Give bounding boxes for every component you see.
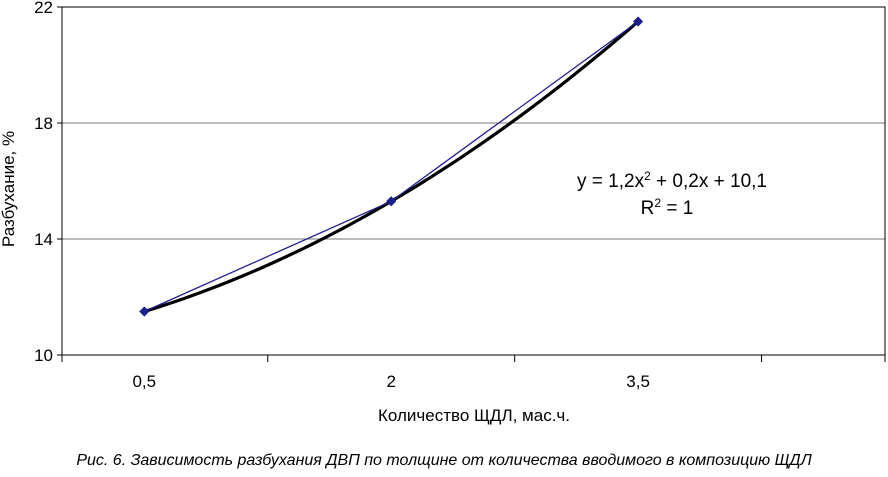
series-line bbox=[144, 20, 639, 313]
x-tick-label: 3,5 bbox=[626, 372, 650, 391]
trendline-equation: y = 1,2x2 + 0,2x + 10,1 bbox=[577, 169, 767, 192]
y-axis-title: Разбухание, % bbox=[0, 131, 18, 247]
y-tick-labels: 10 14 18 22 bbox=[34, 0, 53, 365]
data-point bbox=[633, 16, 644, 27]
r-squared-label: R2 = 1 bbox=[641, 196, 694, 219]
figure-caption: Рис. 6. Зависимость разбухания ДВП по то… bbox=[76, 452, 812, 469]
y-tick-label: 14 bbox=[34, 230, 53, 249]
plot-area-frame bbox=[61, 6, 886, 356]
trendline bbox=[143, 20, 640, 314]
x-tick-label: 0,5 bbox=[132, 372, 156, 391]
y-tick-label: 18 bbox=[34, 114, 53, 133]
y-tick-label: 10 bbox=[34, 346, 53, 365]
x-tick-label: 2 bbox=[386, 372, 395, 391]
data-point bbox=[386, 196, 397, 207]
x-tick-labels: 0,5 2 3,5 bbox=[132, 372, 649, 391]
y-tick-label: 22 bbox=[34, 0, 53, 17]
x-axis-title: Количество ЩДЛ, мас.ч. bbox=[378, 406, 570, 425]
trendline-curve bbox=[143, 20, 640, 314]
axes bbox=[57, 6, 886, 362]
data-point bbox=[139, 306, 150, 317]
data-series bbox=[139, 16, 644, 317]
chart: 10 14 18 22 0,5 2 3,5 y = 1,2x2 + 0,2x + 10,1… bbox=[0, 0, 886, 425]
grid-lines bbox=[62, 122, 885, 240]
